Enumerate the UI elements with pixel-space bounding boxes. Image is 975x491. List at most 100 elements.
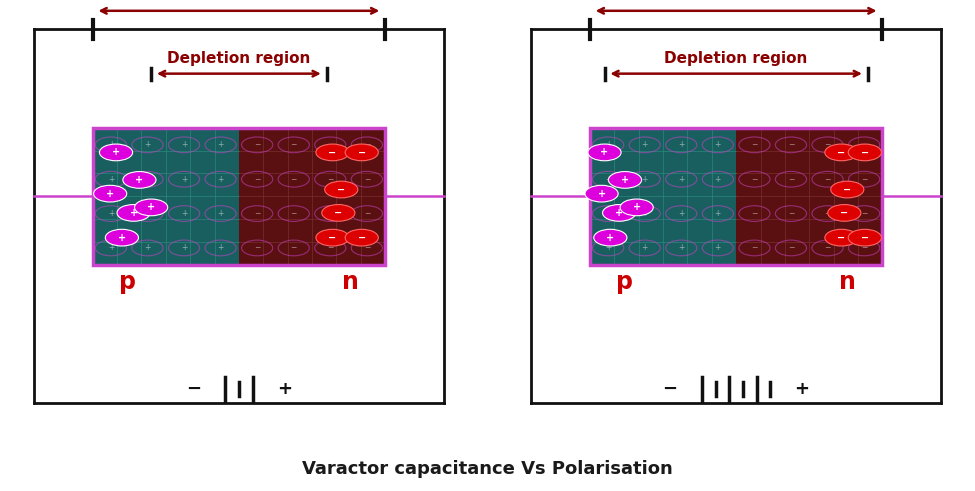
Text: +: + [107,244,114,252]
Text: −: − [662,380,678,398]
Text: +: + [107,140,114,149]
Text: +: + [678,175,684,184]
Text: +: + [715,175,722,184]
Circle shape [585,185,618,202]
Circle shape [831,181,864,198]
Text: +: + [642,175,648,184]
Text: +: + [642,140,648,149]
Text: −: − [291,209,297,218]
Circle shape [603,205,636,221]
Circle shape [316,144,349,161]
Circle shape [588,144,621,161]
Text: +: + [136,175,143,185]
Text: −: − [751,140,758,149]
Circle shape [94,185,127,202]
Text: +: + [604,140,611,149]
Text: −: − [291,244,297,252]
Text: +: + [604,244,611,252]
Text: −: − [861,233,869,243]
Text: −: − [254,244,260,252]
Text: +: + [144,209,151,218]
Text: +: + [604,175,611,184]
Text: +: + [147,202,155,213]
Bar [736,128,882,265]
Text: +: + [601,147,608,158]
Circle shape [123,171,156,188]
Text: −: − [327,175,333,184]
Text: −: − [840,208,848,218]
Text: +: + [642,209,648,218]
Text: +: + [715,244,722,252]
Circle shape [848,229,881,246]
Bar [590,128,882,265]
Circle shape [848,144,881,161]
Circle shape [105,229,138,246]
Text: −: − [329,147,336,158]
Text: +: + [598,189,605,199]
Text: −: − [838,233,845,243]
Text: −: − [337,185,345,194]
Text: −: − [327,244,333,252]
Text: −: − [824,244,831,252]
Text: p: p [616,270,634,294]
Text: −: − [254,209,260,218]
Text: +: + [604,209,611,218]
Circle shape [828,205,861,221]
Bar [93,128,385,265]
Text: −: − [327,140,333,149]
Text: +: + [107,209,114,218]
Text: −: − [751,175,758,184]
Circle shape [594,229,627,246]
Text: +: + [180,209,187,218]
Text: +: + [615,208,623,218]
Text: −: − [824,140,831,149]
Text: +: + [144,175,151,184]
Circle shape [322,205,355,221]
Text: +: + [678,209,684,218]
Text: −: − [334,208,342,218]
Text: +: + [633,202,641,213]
Text: −: − [358,147,366,158]
Circle shape [825,144,858,161]
Text: −: − [843,185,851,194]
Text: +: + [180,140,187,149]
Text: +: + [144,244,151,252]
Circle shape [117,205,150,221]
Text: +: + [217,175,224,184]
Text: −: − [788,175,795,184]
Bar [93,128,239,265]
Text: +: + [180,244,187,252]
Bar [590,128,736,265]
Text: −: − [824,175,831,184]
Circle shape [99,144,133,161]
Circle shape [345,144,378,161]
Text: +: + [112,147,120,158]
Text: −: − [364,175,370,184]
Text: Depletion region: Depletion region [664,51,808,66]
Circle shape [608,171,642,188]
Text: +: + [795,380,809,398]
Text: +: + [642,244,648,252]
Text: n: n [341,270,359,294]
Text: −: − [751,209,758,218]
Text: Varactor capacitance Vs Polarisation: Varactor capacitance Vs Polarisation [302,460,673,478]
Circle shape [620,199,653,216]
Text: p: p [119,270,137,294]
Text: −: − [861,175,868,184]
Text: +: + [217,244,224,252]
Text: −: − [788,140,795,149]
Text: +: + [180,175,187,184]
Text: +: + [217,209,224,218]
Text: −: − [861,147,869,158]
Text: −: − [838,147,845,158]
Text: +: + [715,140,722,149]
Text: −: − [254,140,260,149]
Bar [239,128,385,265]
Text: −: − [254,175,260,184]
Text: −: − [364,140,370,149]
Text: +: + [606,233,614,243]
Text: −: − [291,175,297,184]
Text: −: − [364,244,370,252]
Text: +: + [144,140,151,149]
Text: +: + [217,140,224,149]
